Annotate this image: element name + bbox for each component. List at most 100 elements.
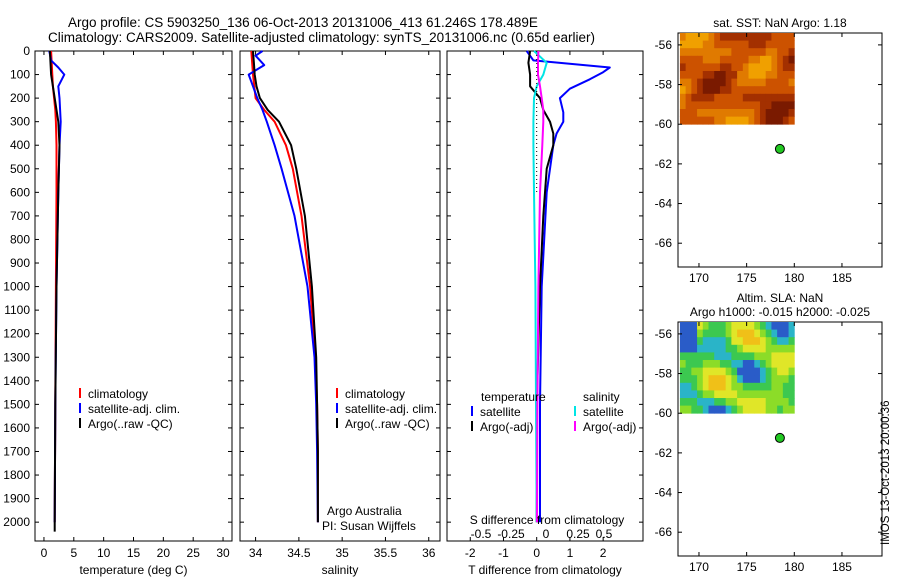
y-tick-label: 1100 <box>4 303 30 317</box>
map-cell <box>742 40 749 49</box>
y-tick-label: 1400 <box>3 374 30 388</box>
map-cell <box>742 109 749 118</box>
map-cell <box>788 329 795 338</box>
map-cell <box>737 344 744 353</box>
map-cell <box>759 78 767 87</box>
map-cell <box>679 398 687 407</box>
map-cell <box>708 116 715 125</box>
map-cell <box>759 337 767 346</box>
y-tick-label: -66 <box>655 525 673 539</box>
map-cell <box>697 86 704 95</box>
x-tick-label: 175 <box>737 560 757 574</box>
map-cell <box>714 116 721 125</box>
map-cell <box>708 40 715 49</box>
map-cell <box>737 352 744 361</box>
map-cell <box>777 116 784 125</box>
map-cell <box>702 398 709 407</box>
map-cell <box>754 71 761 80</box>
map-cell <box>759 360 767 369</box>
legend-label: Argo(..raw -QC) <box>88 417 173 431</box>
map-cell <box>759 93 767 102</box>
map-cell <box>719 55 727 64</box>
map-cell <box>731 337 738 346</box>
sst-map-panel: 170 175 180 185 -56 -58 -60 -62 -64 -66 sat. SST: … <box>655 16 883 285</box>
map-cell <box>748 116 755 125</box>
map-cell <box>702 109 709 118</box>
map-cell <box>771 63 778 72</box>
map-cell <box>782 101 789 110</box>
y-tick-label: -62 <box>655 157 673 171</box>
map-cell <box>759 375 767 384</box>
map-cell <box>788 33 795 41</box>
map-cell <box>714 63 721 72</box>
map-cell <box>754 48 761 57</box>
map-cell <box>731 344 738 353</box>
map-cell <box>737 382 744 391</box>
map-cell <box>719 322 727 330</box>
map-cell <box>748 405 755 414</box>
map-cell <box>708 375 715 384</box>
legend-label: satellite <box>480 405 521 419</box>
map-cell <box>782 405 789 414</box>
y-tick-label: 1800 <box>3 468 30 482</box>
map-cell <box>748 322 755 330</box>
map-cell <box>777 398 784 407</box>
map-cell <box>708 33 715 41</box>
map-cell <box>742 382 749 391</box>
x-tick-label: 0 <box>41 546 48 560</box>
map-cell <box>788 352 795 361</box>
map-cell <box>685 93 692 102</box>
legend-label: Argo(-adj) <box>480 420 533 434</box>
y-tick-label: 200 <box>10 91 30 105</box>
map-cell <box>777 405 784 414</box>
map-cell <box>719 344 727 353</box>
map-cell <box>782 398 789 407</box>
map-cell <box>697 33 704 41</box>
map-cell <box>731 329 738 338</box>
map-cell <box>754 405 761 414</box>
map-cell <box>777 93 784 102</box>
x-tick-label: 180 <box>784 560 804 574</box>
map-cell <box>788 93 795 102</box>
map-cell <box>708 344 715 353</box>
map-cell <box>748 71 755 80</box>
map-cell <box>737 93 744 102</box>
map-cell <box>691 322 698 330</box>
map-cell <box>748 344 755 353</box>
map-cell <box>691 337 698 346</box>
map-cell <box>788 109 795 118</box>
map-cell <box>759 63 767 72</box>
map-cell <box>754 101 761 110</box>
y-tick-label: 100 <box>10 68 30 82</box>
map-cell <box>725 405 732 414</box>
y-tick-label: 1300 <box>3 350 30 364</box>
map-cell <box>731 55 738 64</box>
map-cell <box>765 71 772 80</box>
map-cell <box>748 93 755 102</box>
map-cell <box>737 375 744 384</box>
map-cell <box>714 71 721 80</box>
map-cell <box>777 78 784 87</box>
map-cell <box>725 40 732 49</box>
map-cell <box>702 40 709 49</box>
map-cell <box>691 86 698 95</box>
y-tick-label: 1900 <box>3 492 30 506</box>
map-cell <box>771 390 778 399</box>
map-cell <box>782 48 789 57</box>
map-cell <box>737 40 744 49</box>
series-line <box>252 50 319 523</box>
map-cell <box>782 367 789 376</box>
map-cell <box>777 344 784 353</box>
map-cell <box>714 322 721 330</box>
map-cell <box>788 337 795 346</box>
map-cell <box>685 352 692 361</box>
map-cell <box>788 40 795 49</box>
map-cell <box>685 63 692 72</box>
map-cell <box>697 322 704 330</box>
map-cell <box>737 337 744 346</box>
map-cell <box>691 382 698 391</box>
x-tick-label: 34.5 <box>287 546 311 560</box>
y-tick-label: 1600 <box>3 421 30 435</box>
map-cell <box>714 352 721 361</box>
map-cell <box>702 101 709 110</box>
